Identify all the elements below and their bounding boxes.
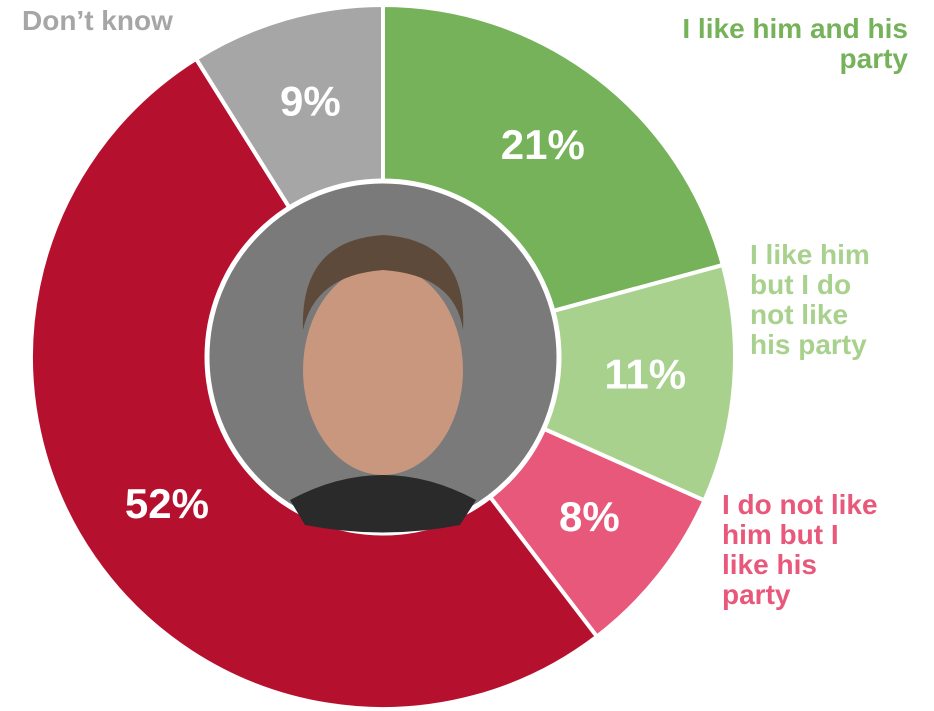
center-photo-suit [290, 475, 476, 533]
value-label: 8% [559, 493, 620, 540]
center-photo-face [303, 265, 463, 475]
value-label: 11% [604, 351, 686, 398]
category-label: I do not like him but I like his party [722, 489, 878, 610]
value-label: 9% [280, 77, 341, 124]
center-photo-hair [302, 235, 464, 330]
category-label: I like him but I do not like his party [750, 239, 870, 360]
value-label: 52% [125, 480, 209, 527]
value-label: 21% [501, 121, 585, 168]
category-label: Don’t know [22, 5, 173, 36]
category-label: I like him and his party [682, 13, 908, 74]
